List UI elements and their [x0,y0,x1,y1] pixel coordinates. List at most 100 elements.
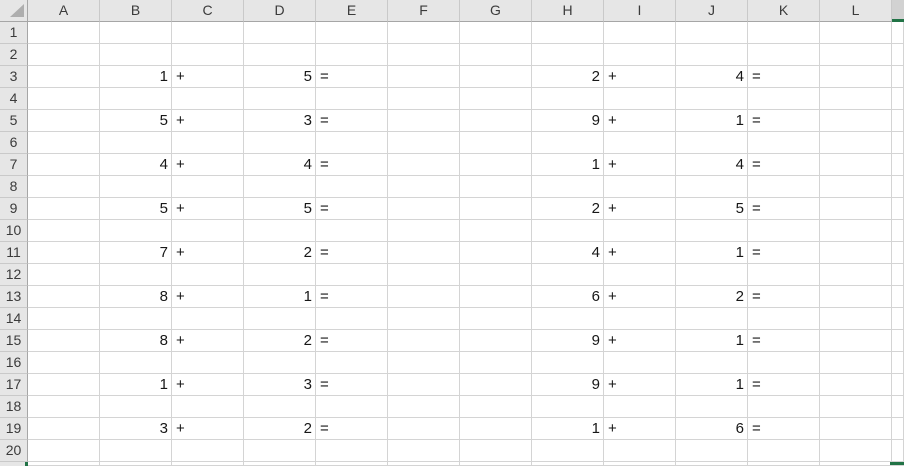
cell-I7[interactable]: + [604,154,676,176]
cell-F20[interactable] [388,440,460,462]
cell-D19[interactable]: 2 [244,418,316,440]
cell-K6[interactable] [748,132,820,154]
cell-F1[interactable] [388,22,460,44]
cell-A11[interactable] [28,242,100,264]
row-header-partial-selected[interactable] [0,462,28,466]
cell-L1[interactable] [820,22,892,44]
cell-A3[interactable] [28,66,100,88]
cell-G20[interactable] [460,440,532,462]
cell-J2[interactable] [676,44,748,66]
cell-F11[interactable] [388,242,460,264]
cell-B2[interactable] [100,44,172,66]
cell-C9[interactable]: + [172,198,244,220]
column-header-I[interactable]: I [604,0,676,22]
cell-L17[interactable] [820,374,892,396]
cell-M14[interactable] [892,308,904,330]
cell-M2[interactable] [892,44,904,66]
cell-D18[interactable] [244,396,316,418]
cell-B14[interactable] [100,308,172,330]
cell-D12[interactable] [244,264,316,286]
cell-C21[interactable] [172,462,244,466]
cell-M11[interactable] [892,242,904,264]
row-header-5[interactable]: 5 [0,110,28,132]
cell-I5[interactable]: + [604,110,676,132]
cell-F9[interactable] [388,198,460,220]
row-header-4[interactable]: 4 [0,88,28,110]
column-header-L[interactable]: L [820,0,892,22]
cell-D13[interactable]: 1 [244,286,316,308]
cell-B13[interactable]: 8 [100,286,172,308]
row-header-10[interactable]: 10 [0,220,28,242]
cell-G11[interactable] [460,242,532,264]
cell-H15[interactable]: 9 [532,330,604,352]
cell-J5[interactable]: 1 [676,110,748,132]
cell-J6[interactable] [676,132,748,154]
cell-A19[interactable] [28,418,100,440]
cell-E16[interactable] [316,352,388,374]
cell-G14[interactable] [460,308,532,330]
cell-F21[interactable] [388,462,460,466]
column-header-F[interactable]: F [388,0,460,22]
cell-E20[interactable] [316,440,388,462]
cell-M12[interactable] [892,264,904,286]
cell-B12[interactable] [100,264,172,286]
cell-F17[interactable] [388,374,460,396]
row-header-6[interactable]: 6 [0,132,28,154]
cell-A12[interactable] [28,264,100,286]
cell-E10[interactable] [316,220,388,242]
cell-A2[interactable] [28,44,100,66]
cell-D17[interactable]: 3 [244,374,316,396]
cell-A5[interactable] [28,110,100,132]
cell-G21[interactable] [460,462,532,466]
cell-C13[interactable]: + [172,286,244,308]
cell-E17[interactable]: = [316,374,388,396]
cell-J1[interactable] [676,22,748,44]
cell-G9[interactable] [460,198,532,220]
cell-K12[interactable] [748,264,820,286]
cell-H7[interactable]: 1 [532,154,604,176]
cell-D9[interactable]: 5 [244,198,316,220]
cell-C14[interactable] [172,308,244,330]
row-header-19[interactable]: 19 [0,418,28,440]
row-header-17[interactable]: 17 [0,374,28,396]
cell-I8[interactable] [604,176,676,198]
cell-D14[interactable] [244,308,316,330]
cell-C15[interactable]: + [172,330,244,352]
cell-A18[interactable] [28,396,100,418]
column-header-J[interactable]: J [676,0,748,22]
cell-I3[interactable]: + [604,66,676,88]
cell-G18[interactable] [460,396,532,418]
cell-C4[interactable] [172,88,244,110]
cell-H18[interactable] [532,396,604,418]
cell-D11[interactable]: 2 [244,242,316,264]
cell-C12[interactable] [172,264,244,286]
row-header-13[interactable]: 13 [0,286,28,308]
cell-F6[interactable] [388,132,460,154]
cell-K5[interactable]: = [748,110,820,132]
cell-M15[interactable] [892,330,904,352]
cell-H17[interactable]: 9 [532,374,604,396]
column-header-H[interactable]: H [532,0,604,22]
cell-H20[interactable] [532,440,604,462]
cell-E4[interactable] [316,88,388,110]
cell-M18[interactable] [892,396,904,418]
cell-C3[interactable]: + [172,66,244,88]
cell-G1[interactable] [460,22,532,44]
cell-G10[interactable] [460,220,532,242]
cell-J10[interactable] [676,220,748,242]
cell-H14[interactable] [532,308,604,330]
cell-E2[interactable] [316,44,388,66]
cell-H21[interactable] [532,462,604,466]
cell-F19[interactable] [388,418,460,440]
cell-H10[interactable] [532,220,604,242]
cell-F5[interactable] [388,110,460,132]
cell-L21[interactable] [820,462,892,466]
cell-I20[interactable] [604,440,676,462]
cell-D20[interactable] [244,440,316,462]
cell-K13[interactable]: = [748,286,820,308]
row-header-1[interactable]: 1 [0,22,28,44]
cell-H9[interactable]: 2 [532,198,604,220]
cell-B10[interactable] [100,220,172,242]
cell-A15[interactable] [28,330,100,352]
cell-F4[interactable] [388,88,460,110]
